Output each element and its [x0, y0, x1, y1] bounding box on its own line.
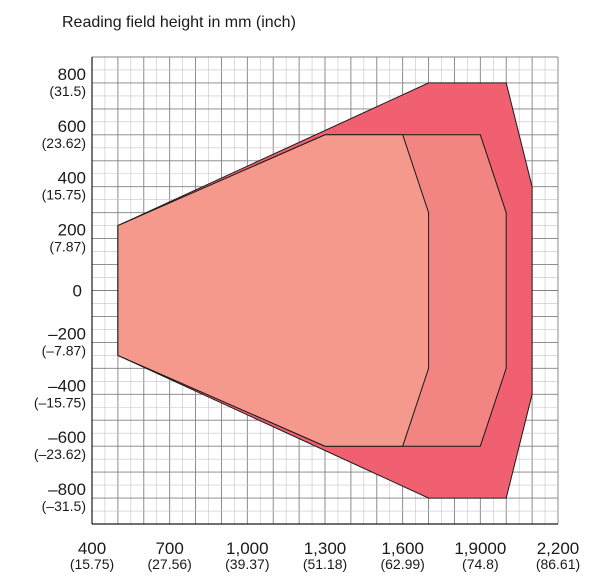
x-tick-sublabel: (62.99) — [380, 556, 424, 572]
x-tick-sublabel: (74.8) — [462, 556, 499, 572]
y-tick-label: 200 — [58, 221, 86, 240]
chart-title: Reading field height in mm (inch) — [62, 14, 296, 31]
x-tick-label: 1,000 — [226, 539, 269, 558]
y-tick-sublabel: (23.62) — [42, 135, 86, 151]
y-tick-label: –200 — [48, 324, 86, 343]
y-tick-label: –400 — [48, 376, 86, 395]
y-tick-sublabel: (–31.5) — [42, 498, 86, 514]
tick-labels: 800(31.5)600(23.62)400(15.75)200(7.87)0–… — [34, 65, 580, 572]
reading-field-area-3 — [117, 134, 430, 447]
x-tick-label: 1,600 — [381, 539, 424, 558]
y-tick-label: –800 — [48, 480, 86, 499]
x-tick-label: 1,9000 — [454, 539, 506, 558]
x-tick-sublabel: (27.56) — [147, 556, 191, 572]
y-tick-sublabel: (–7.87) — [42, 342, 86, 358]
y-tick-label: 800 — [58, 65, 86, 84]
x-tick-sublabel: (15.75) — [70, 556, 114, 572]
x-tick-label: 1,300 — [304, 539, 347, 558]
y-tick-sublabel: (–23.62) — [34, 446, 86, 462]
x-tick-sublabel: (39.37) — [225, 556, 269, 572]
y-tick-label: 0 — [73, 282, 82, 301]
x-tick-sublabel: (51.18) — [303, 556, 347, 572]
x-tick-label: 700 — [155, 539, 183, 558]
x-tick-label: 400 — [78, 539, 106, 558]
y-tick-label: 600 — [58, 117, 86, 136]
y-tick-sublabel: (–15.75) — [34, 394, 86, 410]
y-tick-label: 400 — [58, 169, 86, 188]
plot-frame — [91, 57, 558, 525]
x-tick-sublabel: (86.61) — [536, 556, 580, 572]
y-tick-sublabel: (7.87) — [49, 239, 86, 255]
y-tick-sublabel: (15.75) — [42, 187, 86, 203]
y-tick-sublabel: (31.5) — [49, 83, 86, 99]
x-tick-label: 2,200 — [537, 539, 580, 558]
y-tick-label: –600 — [48, 428, 86, 447]
reading-field-areas — [117, 82, 533, 499]
